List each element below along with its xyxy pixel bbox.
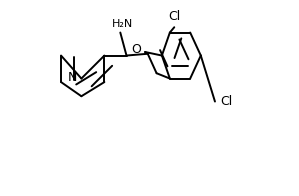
Text: Cl: Cl bbox=[220, 95, 233, 108]
Text: Cl: Cl bbox=[168, 10, 180, 23]
Text: N: N bbox=[68, 71, 77, 84]
Text: H₂N: H₂N bbox=[112, 19, 133, 29]
Text: O: O bbox=[131, 43, 141, 56]
